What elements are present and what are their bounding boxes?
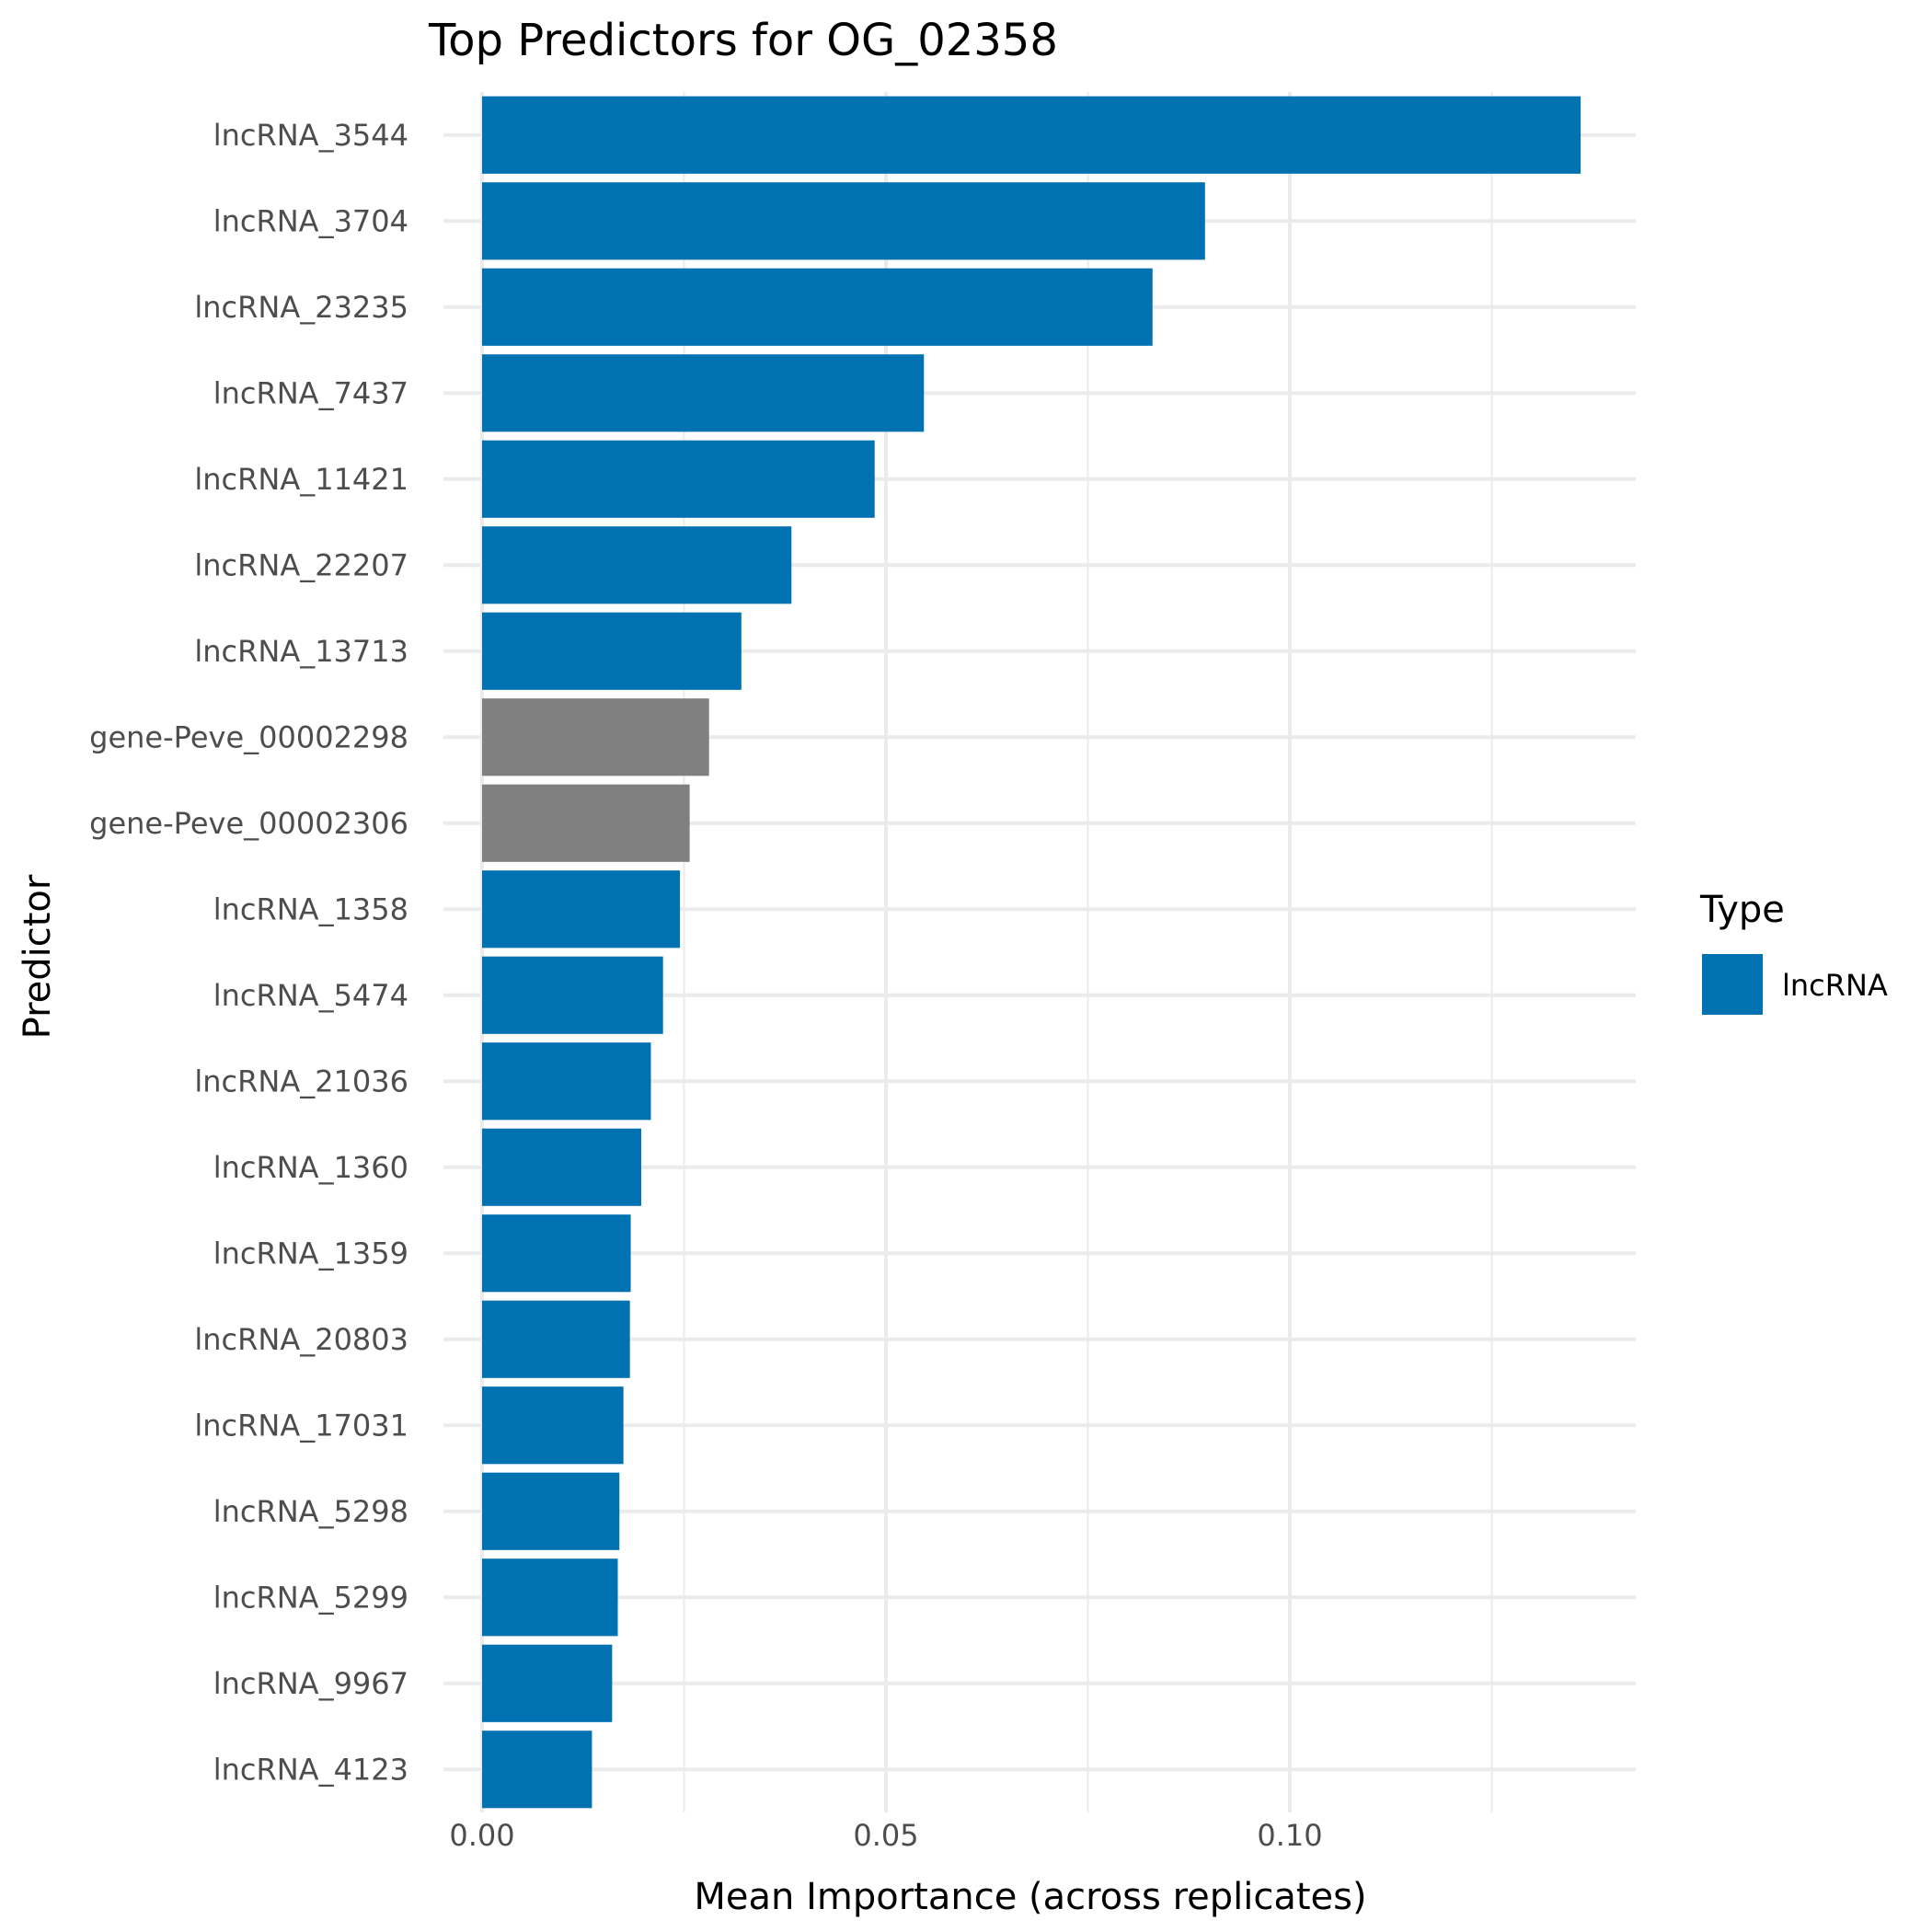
grid	[443, 92, 1636, 1812]
y-tick-label: lncRNA_22207	[194, 547, 408, 582]
y-axis-title: Predictor	[17, 874, 59, 1039]
y-tick-label: lncRNA_1360	[213, 1150, 408, 1185]
y-tick-label: lncRNA_1358	[213, 891, 408, 926]
y-tick-label: lncRNA_21036	[194, 1064, 408, 1098]
bar-lncrna-13713	[482, 612, 742, 690]
bar-lncrna-5298	[482, 1472, 620, 1550]
x-tick-labels: 0.00 0.05 0.10	[449, 1818, 1322, 1853]
bar-lncrna-3544	[482, 96, 1581, 174]
y-tick-label: gene-Peve_00002298	[89, 719, 408, 754]
bars	[482, 96, 1581, 1809]
bar-lncrna-5299	[482, 1558, 618, 1637]
bar-lncrna-1359	[482, 1214, 631, 1293]
bar-lncrna-23235	[482, 268, 1153, 346]
bar-lncrna-9967	[482, 1644, 613, 1722]
x-tick-label: 0.05	[853, 1818, 918, 1853]
chart-title: Top Predictors for OG_02358	[428, 15, 1058, 66]
bar-lncrna-21036	[482, 1042, 651, 1121]
y-tick-label: lncRNA_5474	[213, 978, 408, 1013]
y-tick-label: lncRNA_3704	[213, 203, 408, 238]
bar-lncrna-4123	[482, 1731, 592, 1809]
y-tick-label: lncRNA_20803	[194, 1322, 408, 1357]
bar-lncrna-20803	[482, 1300, 630, 1378]
bar-gene-peve-00002298	[482, 698, 709, 776]
y-tick-label: lncRNA_7437	[213, 375, 408, 410]
y-tick-label: gene-Peve_00002306	[89, 806, 408, 841]
bar-gene-peve-00002306	[482, 784, 690, 862]
bar-lncrna-1360	[482, 1128, 641, 1206]
y-tick-label: lncRNA_5298	[213, 1494, 408, 1529]
y-tick-label: lncRNA_13713	[194, 634, 408, 669]
y-tick-label: lncRNA_9967	[213, 1666, 408, 1701]
legend-label-lncrna: lncRNA	[1782, 968, 1888, 1003]
bar-lncrna-7437	[482, 354, 925, 432]
legend-title: Type	[1699, 889, 1785, 931]
x-tick-label: 0.10	[1257, 1818, 1322, 1853]
y-tick-label: lncRNA_1359	[213, 1236, 408, 1271]
bar-lncrna-11421	[482, 440, 875, 518]
y-tick-label: lncRNA_23235	[194, 290, 408, 325]
legend: Type lncRNA	[1699, 889, 1888, 1015]
bar-lncrna-17031	[482, 1386, 624, 1465]
y-tick-labels: lncRNA_3544 lncRNA_3704 lncRNA_23235 lncRNA…	[89, 118, 408, 1788]
bar-lncrna-5474	[482, 956, 663, 1034]
x-tick-label: 0.00	[449, 1818, 514, 1853]
y-tick-label: lncRNA_11421	[194, 462, 408, 497]
legend-key-lncrna	[1702, 954, 1763, 1015]
x-axis-title: Mean Importance (across replicates)	[694, 1876, 1366, 1918]
y-tick-label: lncRNA_3544	[213, 118, 408, 153]
bar-lncrna-22207	[482, 526, 792, 604]
y-tick-label: lncRNA_17031	[194, 1408, 408, 1443]
bar-lncrna-3704	[482, 182, 1205, 260]
bar-lncrna-1358	[482, 870, 681, 949]
y-tick-label: lncRNA_5299	[213, 1580, 408, 1615]
y-tick-label: lncRNA_4123	[213, 1752, 408, 1787]
